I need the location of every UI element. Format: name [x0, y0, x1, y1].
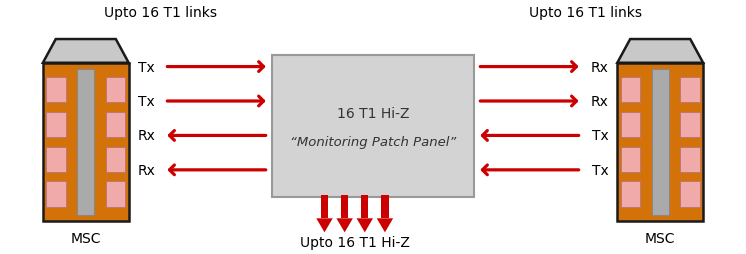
Text: “Monitoring Patch Panel”: “Monitoring Patch Panel” — [290, 135, 456, 148]
Bar — [105, 147, 125, 172]
Polygon shape — [377, 218, 393, 232]
Bar — [46, 112, 66, 137]
Text: Rx: Rx — [138, 163, 155, 177]
Text: Tx: Tx — [592, 129, 609, 143]
Bar — [680, 112, 700, 137]
Bar — [321, 196, 328, 218]
Text: Tx: Tx — [138, 60, 154, 74]
Text: Rx: Rx — [591, 60, 609, 74]
Bar — [381, 196, 389, 218]
Text: Upto 16 T1 Hi-Z: Upto 16 T1 Hi-Z — [300, 235, 410, 249]
Text: Rx: Rx — [591, 95, 609, 108]
Text: Upto 16 T1 links: Upto 16 T1 links — [529, 6, 642, 20]
Bar — [105, 78, 125, 103]
Bar — [341, 196, 348, 218]
Text: Tx: Tx — [592, 163, 609, 177]
Bar — [618, 64, 703, 221]
Bar — [680, 182, 700, 207]
Bar — [46, 78, 66, 103]
Bar — [621, 182, 641, 207]
Bar — [680, 78, 700, 103]
Text: MSC: MSC — [645, 231, 675, 245]
Bar — [680, 147, 700, 172]
Bar — [43, 64, 129, 221]
Text: Upto 16 T1 links: Upto 16 T1 links — [104, 6, 217, 20]
Bar — [105, 112, 125, 137]
Polygon shape — [357, 218, 373, 232]
Text: 16 T1 Hi-Z: 16 T1 Hi-Z — [336, 107, 410, 121]
Text: Tx: Tx — [138, 95, 154, 108]
Polygon shape — [316, 218, 333, 232]
Bar — [46, 182, 66, 207]
Bar — [621, 147, 641, 172]
Polygon shape — [336, 218, 353, 232]
Bar — [652, 70, 669, 215]
Bar — [621, 78, 641, 103]
Polygon shape — [43, 40, 129, 64]
Text: MSC: MSC — [71, 231, 101, 245]
Bar — [78, 70, 94, 215]
Bar — [361, 196, 369, 218]
Text: Rx: Rx — [138, 129, 155, 143]
Bar — [272, 56, 474, 197]
Bar — [105, 182, 125, 207]
Bar — [621, 112, 641, 137]
Polygon shape — [618, 40, 703, 64]
Bar — [46, 147, 66, 172]
